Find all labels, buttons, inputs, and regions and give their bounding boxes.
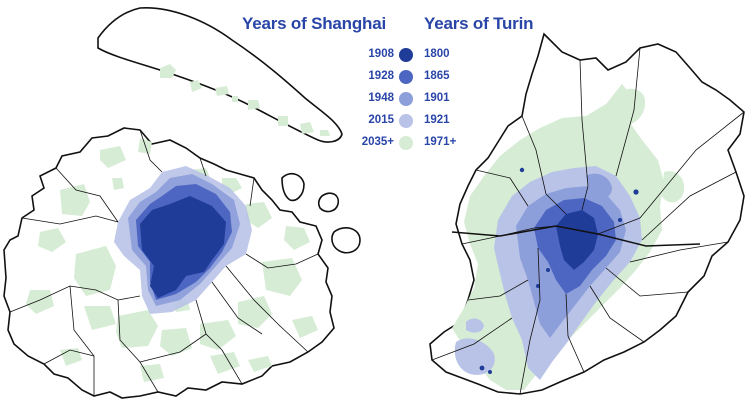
legend-shanghai-year: 2015 (368, 114, 394, 126)
hengsha-island (317, 192, 340, 213)
turin-thick-boundary (451, 225, 701, 247)
turin-1901-arm (586, 173, 612, 199)
turin-1800-core (556, 210, 598, 270)
legend-turin-year: 1971+ (424, 136, 457, 148)
chongming-island (97, 7, 343, 143)
legend-swatch (399, 70, 413, 84)
turin-map (429, 32, 745, 395)
shanghai-2035-patches (26, 138, 318, 382)
legend-shanghai-year: 1928 (368, 70, 394, 82)
chongming-green-patches (160, 64, 330, 136)
legend-swatch (399, 136, 413, 150)
turin-scatter-dots (479, 167, 639, 374)
turin-green-east (662, 171, 685, 203)
turin-title: Years of Turin (424, 14, 534, 33)
legend-turin-year: 1921 (424, 114, 450, 126)
legend-shanghai-year: 1948 (368, 92, 394, 104)
legend-shanghai-year: 1908 (368, 48, 394, 60)
shanghai-1908-extent (140, 196, 226, 298)
legend-swatch (399, 92, 413, 106)
legend-turin-year: 1865 (424, 70, 450, 82)
legend-swatch (399, 114, 413, 128)
legend-turin-year: 1800 (424, 48, 450, 60)
turin-district-lines (431, 47, 745, 395)
legend-swatch (399, 48, 413, 62)
shanghai-district-lines (9, 129, 319, 396)
changxing-island (281, 172, 305, 202)
turin-1921-w (466, 318, 484, 333)
legend-turin-year: 1901 (424, 92, 450, 104)
small-island-east (331, 227, 361, 254)
legend-shanghai-year: 2035+ (361, 136, 394, 148)
turin-green-north (612, 88, 646, 124)
shanghai-title: Years of Shanghai (242, 14, 386, 33)
shanghai-map (3, 7, 361, 399)
